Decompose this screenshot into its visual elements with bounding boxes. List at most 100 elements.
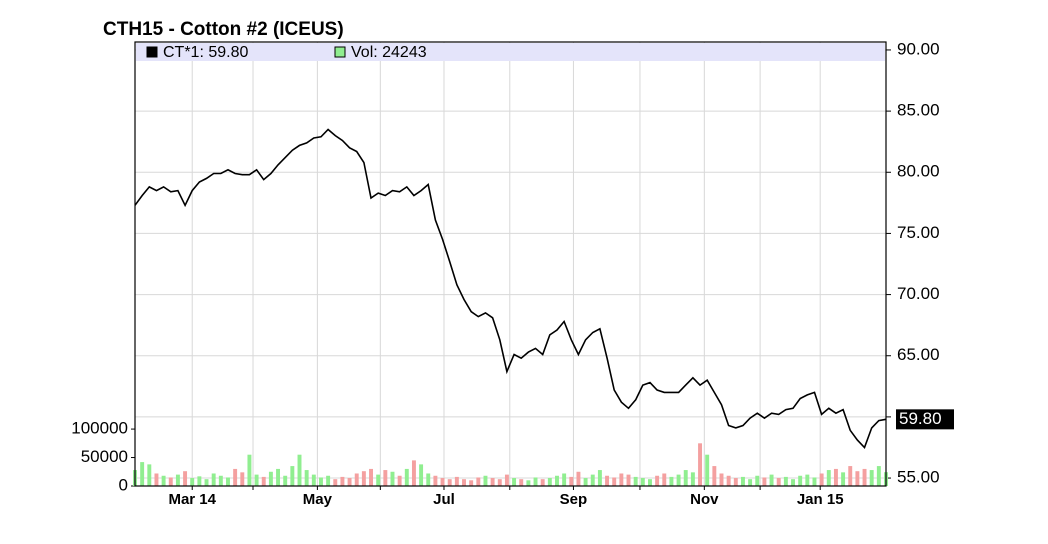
legend-swatch [146, 46, 158, 58]
volume-bar [562, 473, 567, 486]
volume-bar [497, 479, 502, 486]
price-line [134, 128, 887, 449]
plot-area [135, 42, 886, 486]
volume-bar [540, 479, 545, 486]
volume-bar [376, 474, 381, 486]
volume-bar [626, 474, 631, 486]
volume-bar [290, 466, 295, 486]
volume-bar [791, 479, 795, 486]
volume-bar [504, 474, 509, 486]
volume-bar [740, 476, 745, 486]
volume-bar [283, 475, 288, 486]
volume-bar [183, 471, 188, 486]
last-price-box [896, 409, 954, 430]
volume-bar [197, 476, 202, 486]
volume-bar [483, 475, 488, 486]
legend-label: Vol: 24243 [351, 44, 427, 61]
volume-bar [190, 478, 195, 486]
y-tick-label: 55.00 [897, 468, 940, 487]
legend-label: CT*1: 59.80 [163, 44, 248, 61]
volume-bar [640, 478, 645, 486]
volume-bar [798, 475, 803, 486]
volume-bar [140, 462, 145, 486]
volume-bar [876, 466, 881, 486]
volume-bar [469, 480, 474, 486]
volume-bar [397, 475, 402, 486]
volume-bar [247, 454, 252, 486]
volume-bar [655, 475, 660, 486]
volume-bar [683, 470, 688, 486]
volume-bar [662, 473, 667, 486]
volume-bar [547, 478, 552, 486]
volume-bar [147, 464, 152, 486]
volume-bar [268, 471, 273, 486]
volume-bar [619, 473, 624, 486]
chart-title: CTH15 - Cotton #2 (ICEUS) [103, 19, 344, 40]
volume-bar [304, 470, 309, 486]
volume-bar [311, 474, 316, 486]
x-tick-label: Mar 14 [168, 491, 216, 508]
volume-bar [476, 477, 481, 486]
volume-bar [233, 468, 238, 486]
volume-bar [583, 478, 588, 486]
volume-bar [297, 454, 302, 486]
volume-bar [383, 470, 388, 486]
volume-bar [648, 479, 652, 486]
volume-bar [426, 473, 431, 486]
volume-bar [526, 480, 531, 486]
volume-bar [261, 476, 266, 486]
volume-bar [590, 474, 595, 486]
volume-bar [698, 443, 703, 486]
volume-bar [805, 474, 810, 486]
x-tick-label: Nov [690, 491, 719, 508]
y-tick-label: 75.00 [897, 223, 940, 242]
legend-band [136, 43, 885, 61]
y2-tick-label: 0 [119, 475, 128, 494]
volume-bar [755, 475, 760, 486]
x-tick-label: Jul [433, 491, 455, 508]
volume-bar [633, 476, 638, 486]
volume-bar [576, 471, 581, 486]
y-tick-label: 70.00 [897, 284, 940, 303]
volume-bar [826, 470, 831, 486]
volume-bar [605, 475, 610, 486]
volume-bar [705, 454, 710, 486]
volume-bar [369, 468, 373, 486]
volume-bar [776, 478, 781, 486]
volume-bar [512, 478, 517, 486]
y-tick-label: 80.00 [897, 162, 940, 181]
volume-bar [812, 477, 817, 486]
volume-bar [168, 477, 173, 486]
y-tick-label: 85.00 [897, 101, 940, 120]
volume-bar [833, 468, 838, 486]
x-tick-label: May [303, 491, 333, 508]
volume-bar [175, 474, 180, 486]
volume-bar [855, 471, 860, 486]
volume-bar [533, 477, 538, 486]
volume-bar [612, 477, 617, 486]
last-price-label: 59.80 [899, 409, 942, 428]
volume-bar [204, 479, 209, 486]
x-tick-label: Jan 15 [797, 491, 844, 508]
volume-bar [340, 476, 345, 486]
volume-bar [218, 475, 223, 486]
volume-bar [848, 466, 853, 486]
volume-bar [726, 475, 731, 486]
volume-bar [276, 468, 281, 486]
volume-bar [862, 468, 867, 486]
y2-tick-label: 100000 [71, 419, 128, 438]
y-tick-label: 65.00 [897, 345, 940, 364]
volume-bar [733, 478, 738, 486]
volume-bar [519, 479, 524, 486]
volume-bar [347, 478, 352, 486]
volume-bar [161, 475, 166, 486]
volume-bar [419, 464, 424, 486]
volume-bar [762, 477, 767, 486]
volume-bar [211, 473, 216, 486]
volume-bar [318, 477, 323, 486]
volume-bar [411, 460, 416, 486]
volume-bar [361, 471, 366, 486]
volume-bar [333, 479, 338, 486]
volume-bar [869, 470, 874, 486]
volume-bar [555, 475, 559, 486]
